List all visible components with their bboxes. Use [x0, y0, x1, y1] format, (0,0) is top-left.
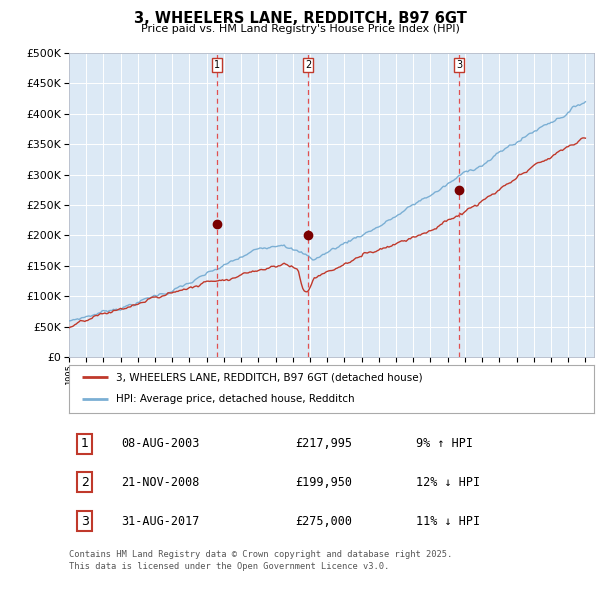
Text: 11% ↓ HPI: 11% ↓ HPI [415, 514, 479, 527]
Text: Price paid vs. HM Land Registry's House Price Index (HPI): Price paid vs. HM Land Registry's House … [140, 24, 460, 34]
Text: £275,000: £275,000 [295, 514, 352, 527]
Text: 2: 2 [81, 476, 89, 489]
Text: 21-NOV-2008: 21-NOV-2008 [121, 476, 200, 489]
Text: 1: 1 [214, 60, 220, 70]
Text: £199,950: £199,950 [295, 476, 352, 489]
Text: 3, WHEELERS LANE, REDDITCH, B97 6GT (detached house): 3, WHEELERS LANE, REDDITCH, B97 6GT (det… [116, 372, 423, 382]
Text: Contains HM Land Registry data © Crown copyright and database right 2025.
This d: Contains HM Land Registry data © Crown c… [69, 550, 452, 571]
Text: 3, WHEELERS LANE, REDDITCH, B97 6GT: 3, WHEELERS LANE, REDDITCH, B97 6GT [134, 11, 466, 25]
Text: 3: 3 [456, 60, 462, 70]
Text: 2: 2 [305, 60, 311, 70]
Text: 9% ↑ HPI: 9% ↑ HPI [415, 437, 473, 450]
Text: 08-AUG-2003: 08-AUG-2003 [121, 437, 200, 450]
Text: 1: 1 [81, 437, 89, 450]
Text: 31-AUG-2017: 31-AUG-2017 [121, 514, 200, 527]
Text: £217,995: £217,995 [295, 437, 352, 450]
Text: 3: 3 [81, 514, 89, 527]
Text: 12% ↓ HPI: 12% ↓ HPI [415, 476, 479, 489]
Text: HPI: Average price, detached house, Redditch: HPI: Average price, detached house, Redd… [116, 395, 355, 405]
